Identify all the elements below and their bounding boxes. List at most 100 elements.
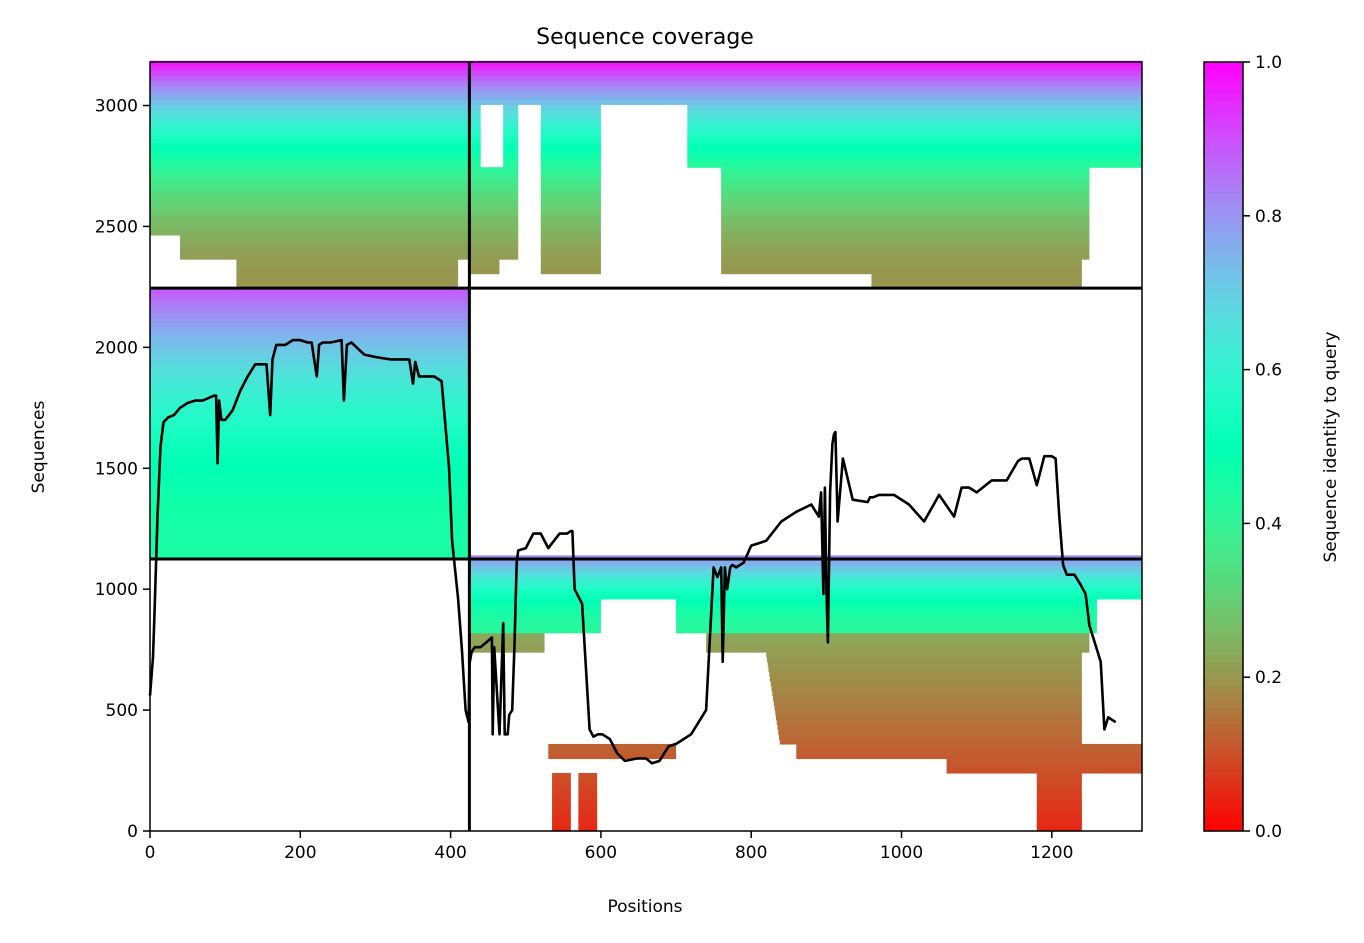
heat-row — [469, 268, 500, 275]
heat-row — [469, 143, 481, 149]
heat-row — [150, 205, 470, 212]
heat-row — [469, 560, 1143, 566]
colorbar-segment — [1204, 308, 1243, 317]
heat-row — [469, 569, 1143, 576]
heat-row — [540, 263, 601, 270]
heat-row — [721, 268, 1082, 275]
heat-row — [469, 123, 481, 130]
heat-row — [469, 75, 1143, 81]
colorbar-segment — [1204, 231, 1243, 240]
heat-row — [552, 797, 571, 803]
heat-row — [540, 181, 601, 188]
heat-row — [469, 181, 519, 188]
heat-row — [469, 589, 1143, 595]
colorbar-segment — [1204, 200, 1243, 209]
colorbar-segment — [1204, 361, 1243, 371]
heat-row — [503, 157, 519, 163]
heat-row — [540, 176, 601, 183]
heat-row — [150, 438, 470, 444]
colorbar-segment — [1204, 746, 1243, 755]
heat-row — [150, 423, 470, 429]
heat-row — [150, 288, 470, 294]
heat-row — [150, 138, 470, 144]
colorbar-segment — [1204, 323, 1243, 332]
heat-row — [687, 109, 1142, 115]
colorbar-segment — [1204, 384, 1243, 394]
heat-row — [540, 118, 601, 125]
heat-row — [236, 268, 459, 275]
heat-row — [1036, 826, 1082, 832]
heat-row — [150, 89, 470, 96]
colorbar-segment — [1204, 554, 1243, 563]
colorbar-segment — [1204, 331, 1243, 340]
colorbar-frame — [1203, 61, 1244, 832]
colorbar-segment — [1204, 223, 1243, 232]
heat-row — [469, 201, 519, 207]
heat-row — [540, 109, 601, 115]
x-axis-label: Positions — [607, 897, 682, 917]
y-tick-label: 1000 — [95, 580, 138, 600]
colorbar-segment — [1204, 438, 1243, 448]
colorbar-segment — [1204, 569, 1243, 578]
heat-row — [578, 772, 598, 779]
heat-row — [150, 307, 470, 313]
heat-row — [540, 225, 601, 231]
colorbar-segment — [1204, 115, 1243, 125]
heat-row — [540, 215, 601, 221]
heat-row — [150, 191, 470, 197]
colorbar-segment — [1204, 769, 1243, 778]
colorbar-segment — [1204, 807, 1243, 817]
heat-row — [578, 782, 598, 789]
heat-row — [469, 263, 500, 270]
heat-row — [776, 714, 1082, 721]
colorbar-segment — [1204, 346, 1243, 355]
colorbar-segment — [1204, 484, 1243, 494]
heat-row — [721, 172, 1090, 178]
colorbar-segment — [1204, 208, 1243, 217]
colorbar-segment — [1204, 246, 1243, 255]
heat-row — [469, 94, 1143, 101]
heat-row — [721, 230, 1090, 236]
heat-row — [540, 138, 601, 144]
heat-row — [1036, 816, 1082, 822]
colorbar-segment — [1204, 677, 1243, 686]
heat-row — [150, 467, 470, 473]
colorbar-segment — [1204, 146, 1243, 155]
heat-row — [552, 816, 571, 822]
heat-row — [469, 608, 601, 614]
heat-row — [150, 539, 470, 546]
heat-row — [687, 157, 1142, 163]
colorbar-segment — [1204, 354, 1243, 363]
heat-row — [706, 637, 1090, 643]
heat-row — [150, 384, 470, 391]
heat-row — [687, 143, 1142, 149]
heat-row — [469, 109, 481, 115]
colorbar-segment — [1204, 692, 1243, 701]
colorbar-segment — [1204, 123, 1243, 132]
heat-row — [721, 254, 1090, 260]
heat-row — [469, 89, 1143, 96]
heat-row — [676, 627, 1097, 634]
colorbar-segment — [1204, 161, 1243, 171]
heat-row — [150, 75, 470, 81]
heat-row — [773, 695, 1082, 702]
heat-row — [469, 632, 545, 639]
heat-row — [779, 739, 1082, 745]
heat-row — [779, 734, 1082, 740]
heat-row — [150, 317, 470, 323]
heat-row — [578, 821, 598, 827]
y-axis-label: Sequences — [29, 401, 49, 494]
heat-row — [552, 801, 571, 808]
heat-row — [150, 201, 470, 207]
heat-row — [236, 278, 459, 284]
heat-row — [503, 133, 519, 139]
colorbar-segment — [1204, 62, 1243, 71]
colorbar-segment — [1204, 508, 1243, 517]
heat-row — [469, 128, 481, 134]
heat-row — [469, 60, 1143, 67]
heat-row — [503, 109, 519, 115]
colorbar-segment — [1204, 138, 1243, 148]
heat-row — [540, 220, 601, 226]
heat-row — [503, 128, 519, 134]
heat-row — [150, 220, 470, 226]
